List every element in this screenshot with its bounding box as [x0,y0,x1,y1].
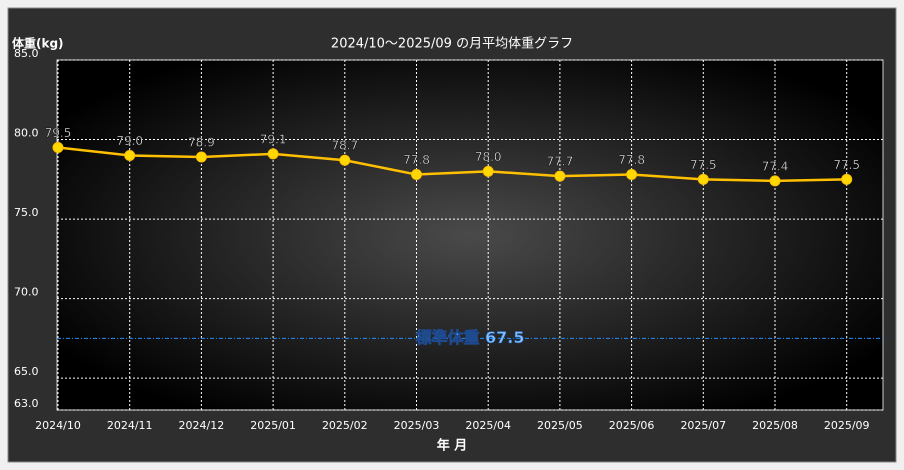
point [769,175,781,187]
x-tick-label: 2025/06 [609,419,655,432]
point [626,169,638,181]
point [124,149,136,161]
x-tick-label: 2025/01 [250,419,296,432]
x-tick-label: 2024/12 [179,419,225,432]
x-tick-label: 2025/04 [465,419,511,432]
x-tick-label: 2025/08 [752,419,798,432]
value-label: 79.0 [116,134,143,148]
value-label: 79.5 [45,126,72,140]
value-label: 77.8 [403,153,430,167]
series-line [57,146,847,183]
value-label: 78.7 [331,139,358,153]
point [267,148,279,160]
y-tick-label: 80.0 [14,127,39,140]
point [52,142,64,153]
x-tick-label: 2025/03 [394,419,440,432]
x-tick-label: 2024/10 [35,419,81,432]
plot-area [56,59,884,411]
value-label: 77.8 [618,153,645,167]
point [554,170,566,182]
x-tick-label: 2025/07 [680,419,726,432]
point [697,173,709,185]
value-label: 78.9 [188,136,215,150]
point [195,151,207,163]
chart-title: 2024/10～2025/09 の月平均体重グラフ [331,36,573,52]
value-label: 77.7 [547,155,574,169]
y-tick-label: 63.0 [14,397,39,410]
value-label: 77.5 [833,158,860,172]
x-axis-label: 年 月 [437,438,468,454]
point [482,165,494,177]
y-tick-label: 75.0 [14,206,39,219]
x-tick-label: 2025/02 [322,419,368,432]
value-label: 77.5 [690,158,717,172]
y-tick-label: 65.0 [14,365,39,378]
y-axis-label: 体重(kg) [12,36,64,51]
x-tick-label: 2025/09 [824,419,870,432]
x-tick-label: 2024/11 [107,419,153,432]
y-tick-label: 85.0 [14,47,39,60]
value-label: 79.1 [260,132,287,146]
value-label: 78.0 [475,150,502,164]
value-label: 77.4 [762,159,789,173]
point [841,173,853,185]
point [411,169,422,181]
x-tick-label: 2025/05 [537,419,583,432]
point [339,154,351,166]
y-tick-label: 70.0 [14,286,39,299]
reference-label: 標準体重 67.5 [415,328,524,347]
